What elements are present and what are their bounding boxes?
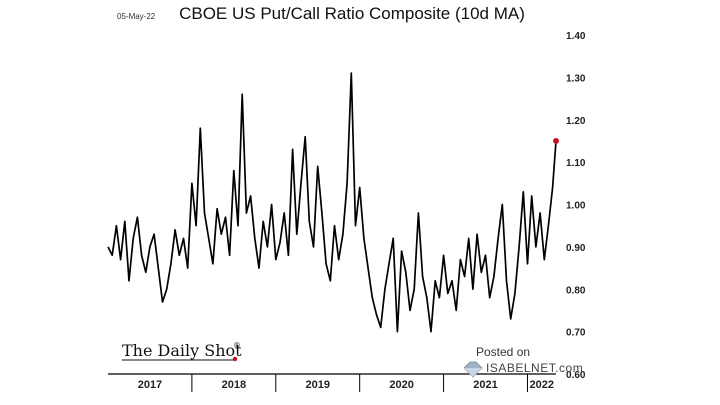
date-stamp: 05-May-22 bbox=[117, 12, 156, 21]
y-tick-label: 1.10 bbox=[566, 158, 586, 169]
y-tick-label: 1.20 bbox=[566, 116, 586, 127]
x-tick-label: 2018 bbox=[222, 379, 246, 391]
daily-shot-logo: The Daily Shot ® bbox=[122, 341, 242, 362]
y-tick-label: 0.70 bbox=[566, 328, 586, 339]
posted-on-text: Posted on bbox=[476, 345, 530, 359]
x-axis: 2017 2018 2019 2020 2021 2022 bbox=[108, 373, 556, 392]
daily-shot-dot bbox=[232, 356, 238, 362]
y-tick-label: 1.30 bbox=[566, 73, 586, 84]
y-tick-label: 0.90 bbox=[566, 243, 586, 254]
y-tick-label: 0.80 bbox=[566, 285, 586, 296]
isabelnet-text: ISABELNET.com bbox=[486, 361, 583, 375]
daily-shot-text: The Daily Shot bbox=[122, 341, 242, 360]
x-tick-label: 2022 bbox=[529, 379, 553, 391]
x-tick-label: 2021 bbox=[473, 379, 497, 391]
registered-mark: ® bbox=[234, 341, 240, 350]
y-tick-label: 1.00 bbox=[566, 201, 586, 212]
series-line bbox=[107, 72, 557, 333]
y-tick-label: 1.40 bbox=[566, 31, 586, 42]
isabelnet-watermark: Posted on ISABELNET.com bbox=[463, 345, 583, 378]
chart-title: CBOE US Put/Call Ratio Composite (10d MA… bbox=[179, 4, 525, 23]
y-axis: 0.60 0.70 0.80 0.90 1.00 1.10 1.20 1.30 1.40 bbox=[566, 31, 586, 381]
y-tick-label: 0.60 bbox=[566, 370, 586, 381]
x-tick-label: 2020 bbox=[389, 379, 413, 391]
diamond-icon bbox=[463, 361, 483, 378]
x-tick-label: 2019 bbox=[305, 379, 329, 391]
x-tick-label: 2017 bbox=[138, 379, 162, 391]
last-value-point bbox=[553, 137, 559, 144]
plot-area bbox=[107, 72, 559, 333]
